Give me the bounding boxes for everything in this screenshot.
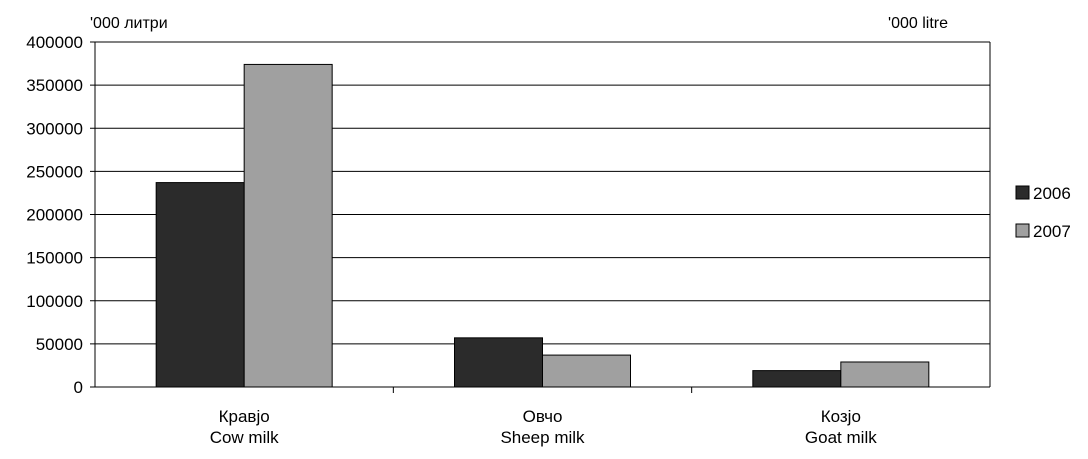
category-labels: Кравјо Cow milk Овчо Sheep milk Козјо Goat mi… <box>210 407 878 447</box>
category-label-primary: Кравјо <box>219 407 270 426</box>
legend-swatch-2006 <box>1015 185 1030 200</box>
legend-label-2007: 2007 <box>1033 222 1071 241</box>
y-tick-label: 400000 <box>26 33 83 52</box>
y-tick-label: 150000 <box>26 249 83 268</box>
unit-label-right: '000 litre <box>888 15 948 32</box>
legend: 2006 2007 <box>1015 184 1071 241</box>
bar-2006-1 <box>155 182 245 388</box>
y-tick-label: 250000 <box>26 162 83 181</box>
bar-2006-3 <box>752 370 842 388</box>
y-tick-label: 200000 <box>26 206 83 225</box>
category-label-primary: Козјо <box>821 407 861 426</box>
legend-swatch-2007 <box>1015 223 1030 238</box>
bar-2007-2 <box>542 354 631 388</box>
bar-2007-3 <box>840 361 930 388</box>
y-tick-label: 100000 <box>26 292 83 311</box>
bar-2006-2 <box>454 337 543 388</box>
y-tick-label: 0 <box>74 378 83 397</box>
y-tick-label: 50000 <box>36 335 83 354</box>
y-tick-label: 350000 <box>26 76 83 95</box>
unit-label-left: '000 литри <box>90 15 168 32</box>
category-label-secondary: Sheep milk <box>500 428 585 447</box>
category-label-secondary: Goat milk <box>805 428 877 447</box>
bar-2007-1 <box>243 63 333 388</box>
bars <box>155 63 930 388</box>
y-tick-label: 300000 <box>26 119 83 138</box>
category-label-primary: Овчо <box>523 407 563 426</box>
legend-label-2006: 2006 <box>1033 184 1071 203</box>
category-label-secondary: Cow milk <box>210 428 279 447</box>
y-tick-labels: 0 50000 100000 150000 200000 250000 300000 3500… <box>26 33 95 397</box>
